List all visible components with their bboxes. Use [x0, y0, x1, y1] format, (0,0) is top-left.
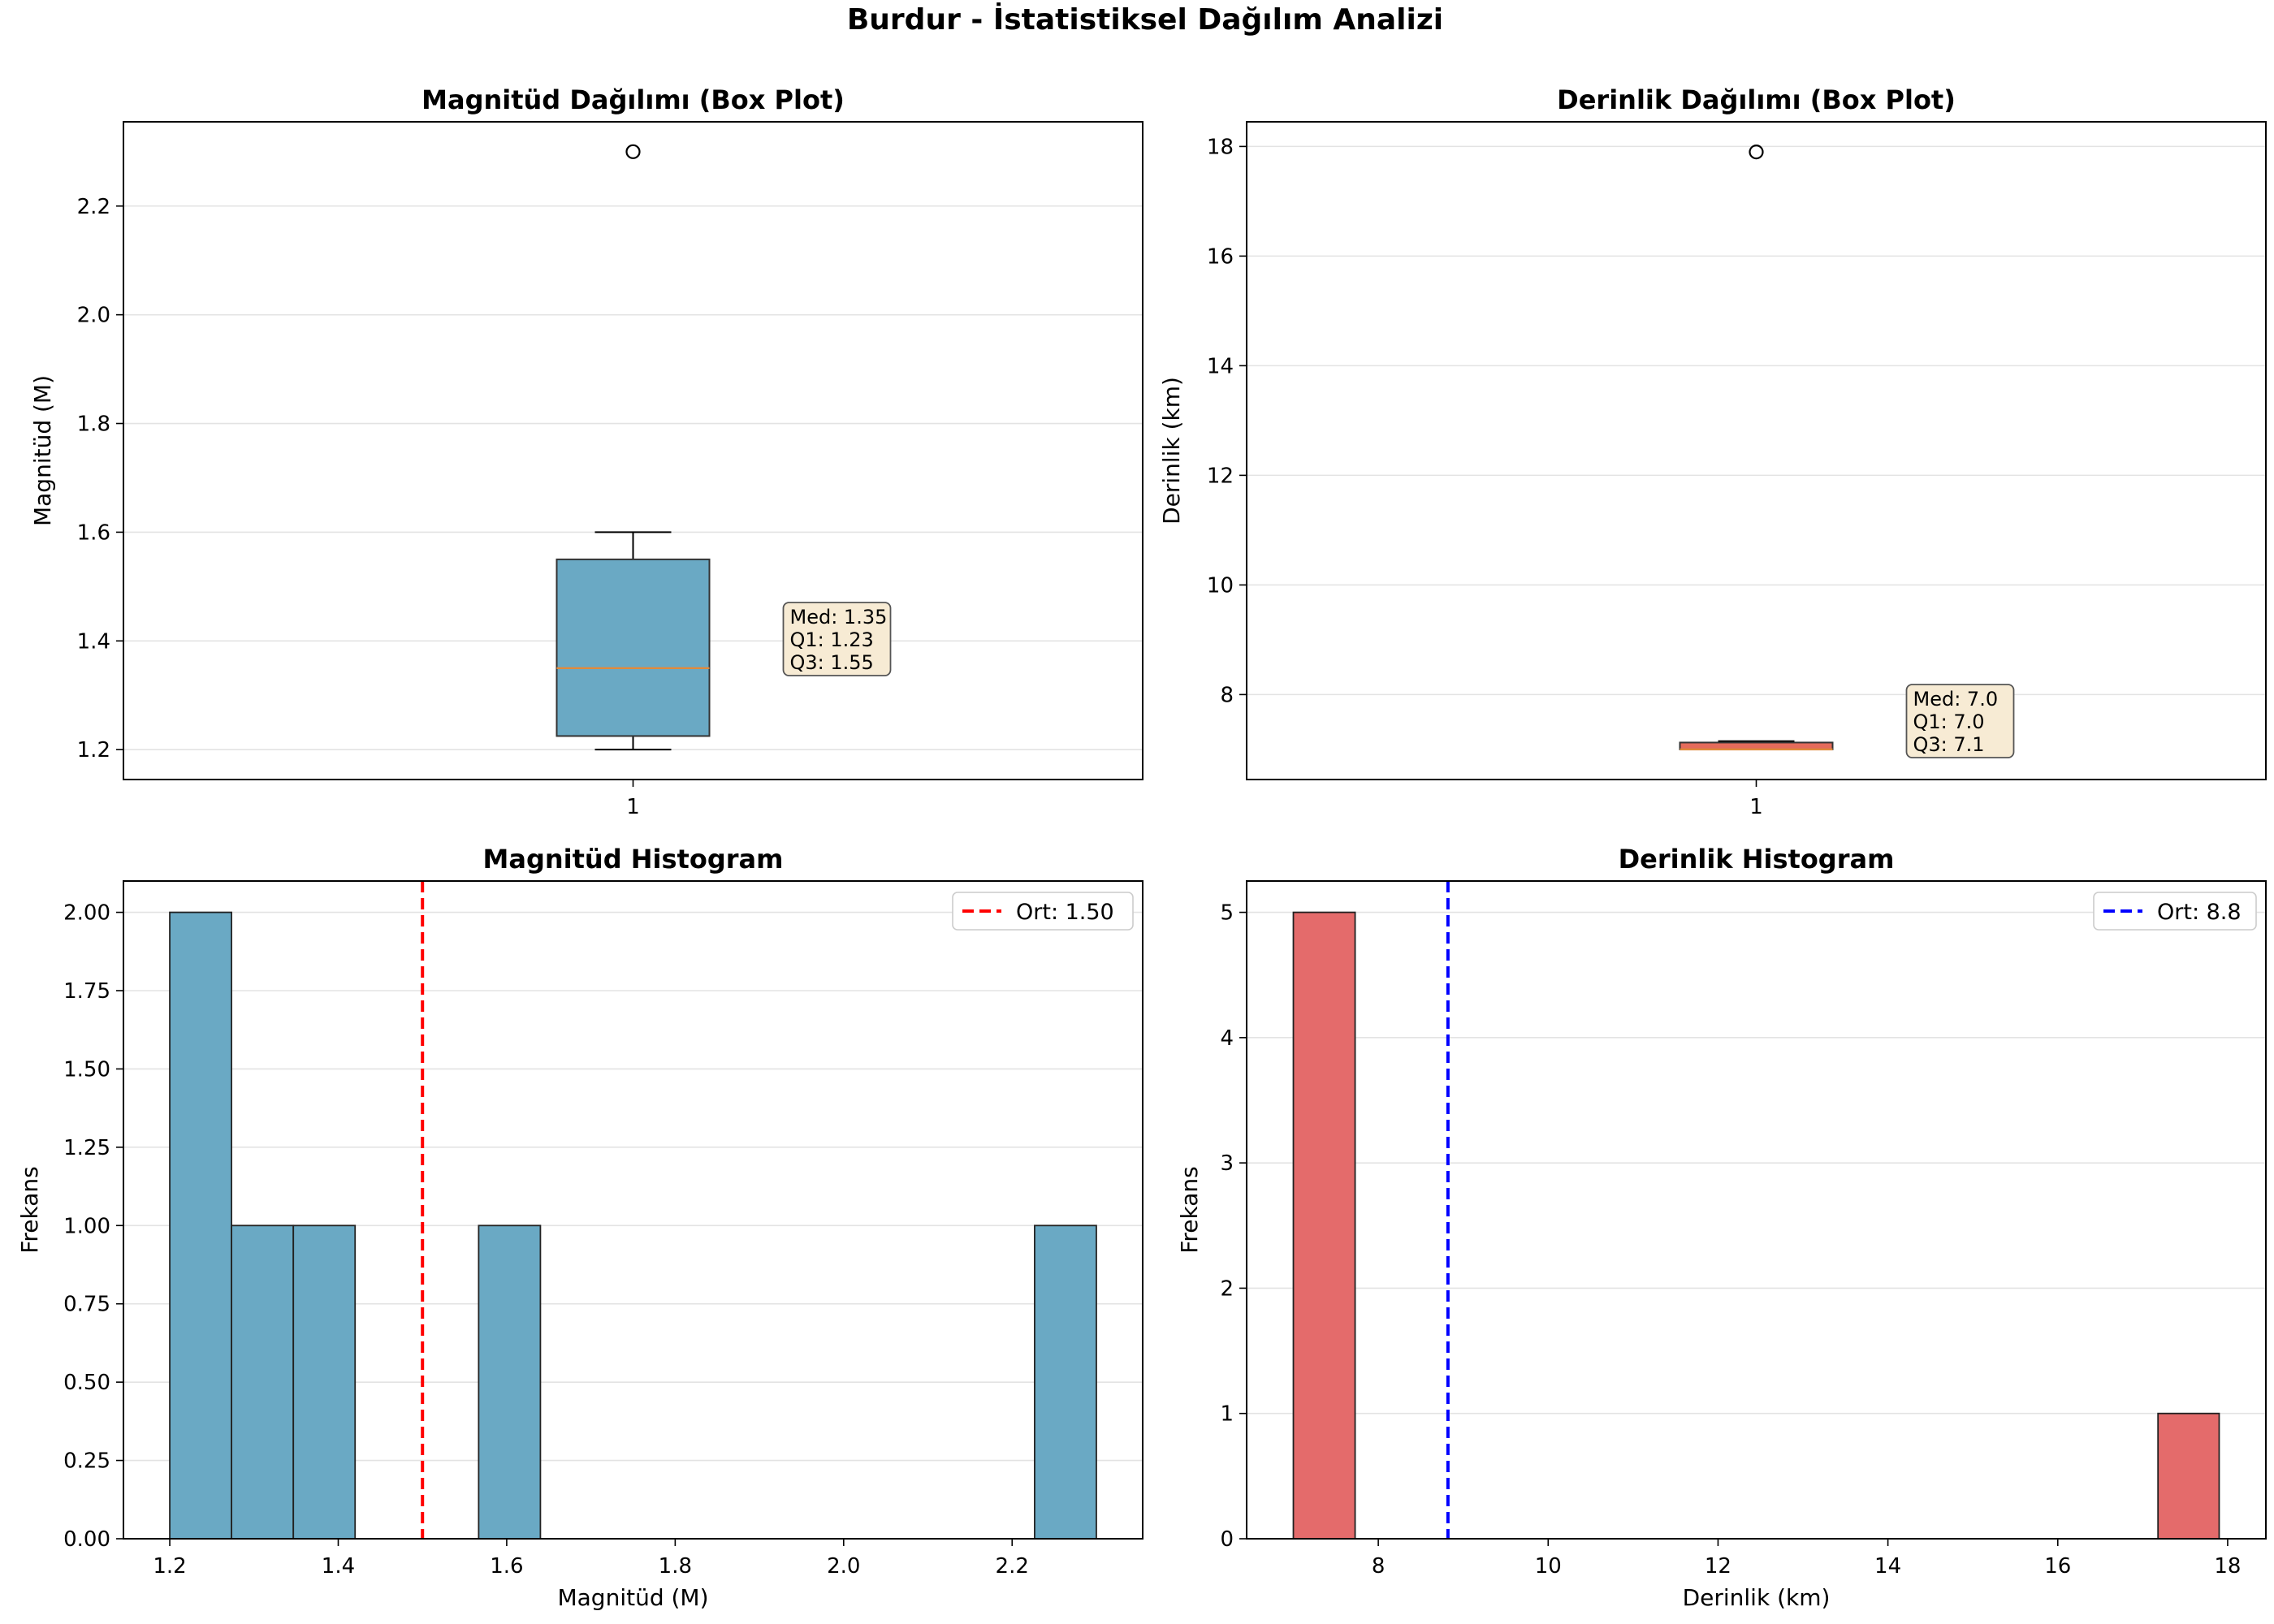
y-tick-label: 1.00: [63, 1214, 110, 1238]
y-tick-label: 1.6: [77, 520, 110, 545]
y-tick-label: 0.25: [63, 1449, 110, 1474]
y-tick-label: 2.0: [77, 304, 110, 328]
stats-annotation-text: Q3: 1.55: [790, 651, 874, 674]
panel-title: Magnitüd Dağılımı (Box Plot): [422, 84, 845, 115]
y-tick-label: 14: [1207, 354, 1234, 378]
stats-annotation-text: Q1: 1.23: [790, 628, 874, 651]
histogram-bar: [231, 1224, 295, 1540]
chart-panel-2: Derinlik Dağılımı (Box Plot) 8 10 12 14 16 18 1…: [1158, 84, 2267, 819]
stats-annotation-box: [782, 602, 892, 676]
x-tick-label: 18: [2214, 1554, 2241, 1579]
y-tick-label: 0: [1220, 1527, 1234, 1552]
panel-title: Derinlik Histogram: [1619, 844, 1895, 875]
x-tick-label: 2.2: [996, 1554, 1029, 1579]
y-tick-label: 18: [1207, 135, 1234, 159]
stats-annotation-text: Q3: 7.1: [1913, 733, 1985, 756]
histogram-bar: [2157, 1412, 2220, 1540]
y-tick-label: 3: [1220, 1151, 1234, 1176]
x-axis-label: Derinlik (km): [1683, 1584, 1831, 1611]
x-tick-label: 1: [626, 795, 640, 819]
y-tick-label: 8: [1220, 683, 1234, 707]
x-tick-label: 1.4: [322, 1554, 355, 1579]
x-tick-label: 1.2: [153, 1554, 186, 1579]
legend-box: [952, 892, 1134, 931]
y-tick-label: 1.4: [77, 629, 110, 654]
axes-frame: [1246, 121, 2267, 780]
legend-label: Ort: 8.8: [2157, 900, 2242, 925]
y-tick-label: 16: [1207, 244, 1234, 269]
y-tick-label: 2.2: [77, 195, 110, 219]
x-tick-label: 12: [1705, 1554, 1731, 1579]
chart-panel-1: Magnitüd Dağılımı (Box Plot) 1.2 1.4 1.6 1.8…: [29, 84, 1143, 819]
y-tick-label: 10: [1207, 573, 1234, 598]
y-tick-label: 1.2: [77, 738, 110, 762]
chart-panel-3: Magnitüd Histogram 0.00 0.25 0.50 0.75 1.00 1.…: [16, 844, 1143, 1611]
axes-frame: [123, 880, 1143, 1540]
x-tick-label: 14: [1874, 1554, 1901, 1579]
histogram-bar: [478, 1224, 542, 1540]
y-tick-label: 4: [1220, 1026, 1234, 1051]
y-tick-label: 1.25: [63, 1136, 110, 1160]
figure-title: Burdur - İstatistiksel Dağılım Analizi: [847, 2, 1443, 37]
y-tick-label: 5: [1220, 901, 1234, 926]
panel-title: Derinlik Dağılımı (Box Plot): [1557, 84, 1956, 115]
panel-title: Magnitüd Histogram: [483, 844, 784, 875]
y-tick-label: 12: [1207, 464, 1234, 488]
y-tick-label: 2.00: [63, 901, 110, 926]
x-tick-label: 1.6: [490, 1554, 523, 1579]
y-tick-label: 1.75: [63, 979, 110, 1004]
stats-annotation-text: Med: 1.35: [790, 606, 888, 628]
outlier-point: [1749, 145, 1764, 160]
box: [556, 558, 711, 737]
y-tick-label: 0.00: [63, 1527, 110, 1552]
y-tick-label: 1.50: [63, 1057, 110, 1082]
outlier-point: [625, 144, 641, 159]
legend-box: [2093, 892, 2257, 931]
y-tick-label: 1: [1220, 1402, 1234, 1427]
axes-frame: [1246, 880, 2267, 1540]
y-tick-label: 2: [1220, 1276, 1234, 1301]
stats-annotation-text: Med: 7.0: [1913, 688, 1999, 710]
x-tick-label: 2.0: [827, 1554, 860, 1579]
x-tick-label: 1: [1749, 795, 1763, 819]
legend-label: Ort: 1.50: [1016, 900, 1114, 925]
x-tick-label: 16: [2044, 1554, 2071, 1579]
x-axis-label: Magnitüd (M): [557, 1584, 708, 1611]
y-tick-label: 0.50: [63, 1371, 110, 1395]
histogram-bar: [1034, 1224, 1097, 1540]
histogram-bar: [292, 1224, 357, 1540]
y-tick-label: 0.75: [63, 1293, 110, 1317]
x-tick-label: 1.8: [659, 1554, 692, 1579]
x-tick-label: 8: [1372, 1554, 1386, 1579]
histogram-bar: [1292, 911, 1356, 1540]
y-axis-label: Derinlik (km): [1158, 377, 1185, 525]
x-tick-label: 10: [1535, 1554, 1562, 1579]
y-axis-label: Frekans: [16, 1166, 43, 1253]
y-axis-label: Frekans: [1176, 1166, 1203, 1253]
histogram-bar: [169, 911, 232, 1540]
stats-annotation-text: Q1: 7.0: [1913, 710, 1985, 733]
axes-frame: [123, 121, 1143, 780]
y-axis-label: Magnitüd (M): [29, 375, 56, 526]
stats-annotation-box: [1905, 684, 2015, 758]
y-tick-label: 1.8: [77, 412, 110, 437]
box: [1679, 741, 1834, 750]
